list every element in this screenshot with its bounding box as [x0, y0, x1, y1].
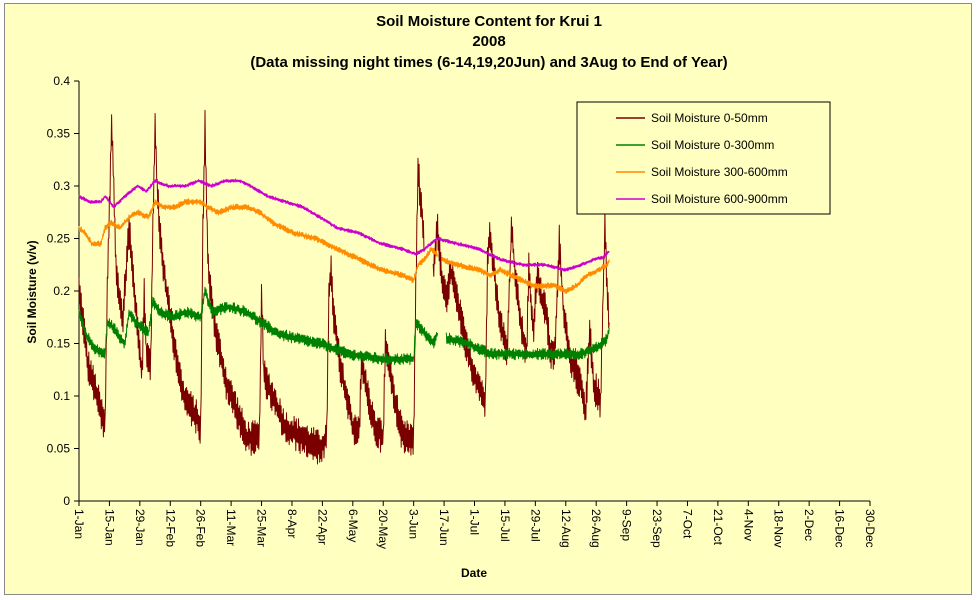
x-tick-label: 16-Dec: [833, 509, 847, 548]
chart-area: Soil Moisture Content for Krui 1 2008 (D…: [4, 3, 972, 595]
series-line-1-segment-2: [432, 209, 610, 421]
series-line-4-segment-1: [78, 178, 439, 256]
y-tick-label: 0.3: [53, 179, 70, 193]
legend-label: Soil Moisture 0-50mm: [651, 111, 768, 125]
series-lines: [78, 109, 610, 465]
chart-title-line-1: Soil Moisture Content for Krui 1: [376, 13, 602, 30]
x-tick-label: 1-Jul: [468, 509, 482, 535]
y-tick-label: 0.15: [47, 337, 71, 351]
chart-title-line-3: (Data missing night times (6-14,19,20Jun…: [250, 54, 727, 71]
x-tick-label: 2-Dec: [802, 509, 816, 541]
x-tick-label: 8-Apr: [285, 509, 299, 538]
x-tick-label: 7-Oct: [680, 509, 694, 539]
x-tick-label: 4-Nov: [741, 509, 755, 541]
x-tick-label: 15-Jan: [102, 509, 116, 546]
x-tick-label: 3-Jun: [407, 509, 421, 539]
series-line-3-segment-1: [78, 198, 439, 283]
x-tick-label: 12-Feb: [163, 509, 177, 547]
x-tick-label: 17-Jun: [437, 509, 451, 546]
y-tick-label: 0.35: [47, 127, 71, 141]
y-tick-label: 0.2: [53, 284, 70, 298]
series-line-1-segment-1: [78, 109, 425, 465]
y-tick-label: 0.4: [53, 74, 70, 88]
x-tick-label: 11-Mar: [224, 509, 238, 546]
x-tick-label: 29-Jul: [528, 509, 542, 542]
x-tick-label: 18-Nov: [772, 509, 786, 548]
chart-title: Soil Moisture Content for Krui 1 2008 (D…: [250, 13, 727, 71]
x-tick-label: 20-May: [376, 509, 390, 549]
legend-label: Soil Moisture 600-900mm: [651, 192, 788, 206]
series-line-2-segment-2: [445, 327, 610, 361]
axes: 0 0.05 0.1 0.15 0.2 0.25 0.3 0.35 0.4 1-Jan 15-Jan…: [47, 74, 877, 549]
x-tick-label: 26-Aug: [589, 509, 603, 548]
series-line-3-segment-2: [441, 256, 610, 294]
x-tick-label: 23-Sep: [650, 509, 664, 548]
x-tick-label: 15-Jul: [498, 509, 512, 542]
y-tick-label: 0: [63, 494, 70, 508]
legend-label: Soil Moisture 300-600mm: [651, 165, 788, 179]
x-tick-label: 29-Jan: [133, 509, 147, 546]
chart-svg: Soil Moisture Content for Krui 1 2008 (D…: [25, 13, 877, 580]
x-tick-label: 12-Aug: [559, 509, 573, 548]
x-tick-label: 22-Apr: [315, 509, 329, 545]
x-tick-label: 9-Sep: [620, 509, 634, 541]
x-tick-label: 21-Oct: [711, 509, 725, 546]
x-tick-label: 30-Dec: [863, 509, 877, 548]
x-tick-label: 26-Feb: [194, 509, 208, 547]
legend: Soil Moisture 0-50mm Soil Moisture 0-300m…: [576, 101, 831, 215]
y-tick-label: 0.25: [47, 232, 71, 246]
y-tick-label: 0.05: [47, 442, 71, 456]
x-axis-title: Date: [461, 566, 487, 580]
y-axis-title: Soil Moisture (v/v): [25, 240, 39, 343]
series-line-2-segment-1: [78, 286, 439, 366]
legend-box: [576, 101, 831, 215]
series-line-4-segment-2: [437, 237, 610, 272]
y-tick-label: 0.1: [53, 389, 70, 403]
x-tick-label: 1-Jan: [72, 509, 86, 539]
x-tick-label: 25-Mar: [255, 509, 269, 547]
legend-label: Soil Moisture 0-300mm: [651, 138, 774, 152]
x-tick-label: 6-May: [346, 509, 360, 542]
chart-title-line-2: 2008: [472, 33, 505, 50]
